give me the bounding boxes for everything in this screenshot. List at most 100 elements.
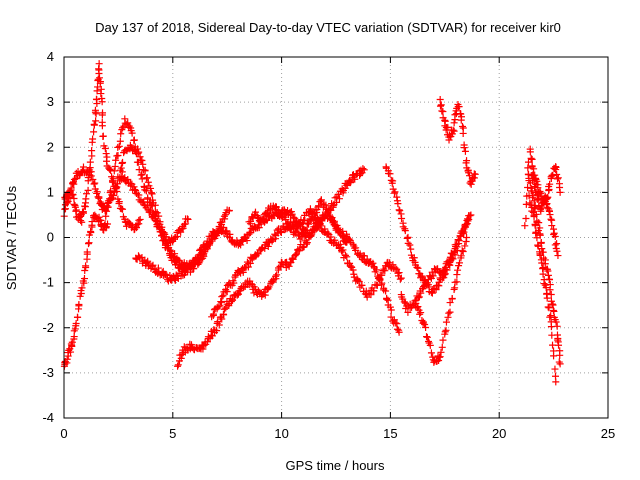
data-point xyxy=(143,174,151,182)
data-point xyxy=(556,188,564,196)
data-point xyxy=(462,159,470,167)
data-point xyxy=(440,271,448,279)
data-point xyxy=(438,343,446,351)
data-point xyxy=(544,271,552,279)
data-point xyxy=(346,262,354,270)
data-point xyxy=(131,186,139,194)
data-point xyxy=(103,203,111,211)
data-point xyxy=(552,378,560,386)
data-point xyxy=(554,175,562,183)
data-point xyxy=(89,175,97,183)
data-point xyxy=(547,173,555,181)
data-point xyxy=(522,214,530,222)
y-axis-label: SDTVAR / TECUs xyxy=(4,185,19,290)
x-tick-label: 10 xyxy=(274,426,288,441)
plot-border xyxy=(63,56,609,419)
data-point xyxy=(264,242,272,250)
data-point xyxy=(435,356,443,364)
series-trace-13 xyxy=(412,215,473,304)
data-point xyxy=(292,251,300,259)
data-point xyxy=(303,239,311,247)
data-point xyxy=(296,245,304,253)
data-point xyxy=(391,188,399,196)
data-point xyxy=(86,158,94,166)
data-point xyxy=(548,300,556,308)
data-point xyxy=(277,229,285,237)
data-point xyxy=(398,215,406,223)
data-point xyxy=(345,235,353,243)
data-point xyxy=(94,83,102,91)
data-point xyxy=(135,148,143,156)
data-point xyxy=(68,338,76,346)
data-point xyxy=(155,212,163,220)
data-point xyxy=(141,186,149,194)
data-point xyxy=(148,190,156,198)
data-point xyxy=(426,341,434,349)
data-point xyxy=(225,206,233,214)
data-points xyxy=(60,60,564,386)
data-point xyxy=(195,254,203,262)
data-point xyxy=(439,336,447,344)
data-point xyxy=(79,208,87,216)
data-point xyxy=(538,259,546,267)
data-point xyxy=(221,215,229,223)
data-point xyxy=(89,135,97,143)
data-point xyxy=(459,129,467,137)
data-point xyxy=(528,155,536,163)
data-point xyxy=(451,251,459,259)
data-point xyxy=(106,195,114,203)
data-point xyxy=(538,199,546,207)
data-point xyxy=(240,283,248,291)
data-point xyxy=(442,318,450,326)
data-point xyxy=(246,259,254,267)
data-point xyxy=(216,302,224,310)
data-point xyxy=(535,194,543,202)
data-point xyxy=(401,227,409,235)
x-tick-label: 20 xyxy=(492,426,506,441)
data-point xyxy=(408,301,416,309)
data-point xyxy=(393,325,401,333)
data-point xyxy=(455,237,463,245)
series-trace-17 xyxy=(527,171,562,260)
data-point xyxy=(414,294,422,302)
data-point xyxy=(148,202,156,210)
data-point xyxy=(79,163,87,171)
data-point xyxy=(223,227,231,235)
data-point xyxy=(229,296,237,304)
data-point xyxy=(82,190,90,198)
data-point xyxy=(277,228,285,236)
data-point xyxy=(383,294,391,302)
data-point xyxy=(102,212,110,220)
data-point xyxy=(526,148,534,156)
data-point xyxy=(547,323,555,331)
data-point xyxy=(425,337,433,345)
data-point xyxy=(437,348,445,356)
data-point xyxy=(386,170,394,178)
data-point xyxy=(271,230,279,238)
data-point xyxy=(247,280,255,288)
data-point xyxy=(524,158,532,166)
data-point xyxy=(542,200,550,208)
data-point xyxy=(77,217,85,225)
data-point xyxy=(551,365,559,373)
grid-lines xyxy=(64,57,608,418)
data-point xyxy=(108,178,116,186)
data-point xyxy=(363,293,371,301)
data-point xyxy=(223,288,231,296)
data-point xyxy=(90,180,98,188)
data-point xyxy=(88,218,96,226)
data-point xyxy=(533,234,541,242)
chart-title: Day 137 of 2018, Sidereal Day-to-day VTE… xyxy=(95,20,561,35)
data-point xyxy=(415,293,423,301)
data-point xyxy=(84,186,92,194)
data-point xyxy=(395,269,403,277)
y-tick-label: -2 xyxy=(42,320,54,335)
data-point xyxy=(93,189,101,197)
data-point xyxy=(67,184,75,192)
data-point xyxy=(437,101,445,109)
data-point xyxy=(260,215,268,223)
data-point xyxy=(396,275,404,283)
data-point xyxy=(389,177,397,185)
data-point xyxy=(392,319,400,327)
data-point xyxy=(171,276,179,284)
